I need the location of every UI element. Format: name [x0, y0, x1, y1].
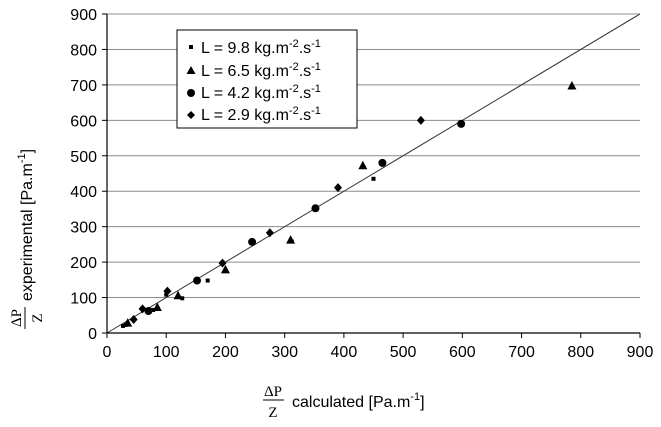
x-tick-label-7: 700 — [508, 344, 535, 361]
x-tick-label-4: 400 — [331, 344, 358, 361]
point-s1-4 — [164, 292, 169, 297]
x-label-close: ] — [420, 394, 424, 411]
legend-4-sup2: -1 — [311, 105, 321, 117]
legend-3-mid: .s — [299, 85, 311, 102]
point-s1-8 — [371, 176, 376, 181]
y-tick-label-0: 0 — [88, 326, 97, 343]
legend-4-sup1: -2 — [289, 105, 299, 117]
point-s4-7 — [416, 115, 425, 125]
point-s2-6 — [358, 160, 368, 170]
y-tick-label-2: 200 — [70, 255, 97, 272]
x-tick-label-3: 300 — [271, 344, 298, 361]
axes — [106, 14, 640, 334]
point-s2-4 — [220, 264, 230, 274]
legend-1-sup1: -2 — [289, 38, 299, 50]
y-axis-ticks: 0 100 200 300 400 500 600 700 800 900 — [70, 7, 107, 343]
legend-1-prefix: L = 9.8 kg.m — [201, 40, 289, 57]
y-label-fraction-numerator: ΔP — [9, 309, 25, 327]
x-tick-label-5: 500 — [390, 344, 417, 361]
x-tick-label-1: 100 — [153, 344, 180, 361]
y-tick-label-4: 400 — [70, 184, 97, 201]
point-s1-6 — [205, 278, 210, 283]
legend-2-prefix: L = 6.5 kg.m — [201, 63, 289, 80]
y-label-superscript: -1 — [16, 153, 28, 163]
legend-3-sup1: -2 — [289, 83, 299, 95]
x-tick-label-0: 0 — [103, 344, 112, 361]
x-tick-label-8: 800 — [567, 344, 594, 361]
legend: L = 9.8 kg.m-2.s-1 L = 6.5 kg.m-2.s-1 L … — [176, 29, 358, 129]
legend-marker-circle — [187, 89, 195, 97]
y-tick-label-8: 800 — [70, 42, 97, 59]
legend-4-prefix: L = 2.9 kg.m — [201, 107, 289, 124]
point-s2-3 — [173, 290, 183, 300]
x-tick-label-2: 200 — [212, 344, 239, 361]
y-label-close: ] — [19, 149, 36, 153]
legend-marker-square — [189, 45, 193, 49]
point-s2-1 — [123, 318, 133, 327]
point-s4-5 — [265, 228, 274, 238]
y-tick-label-3: 300 — [70, 220, 97, 237]
y-tick-label-1: 100 — [70, 291, 97, 308]
x-axis-label: ΔP Z calculated [Pa.m-1] — [263, 384, 425, 421]
legend-item-3: L = 4.2 kg.m-2.s-1 — [187, 83, 321, 102]
point-s3-5 — [378, 158, 387, 167]
y-label-main: experimental [Pa.m — [19, 163, 36, 301]
point-s3-6 — [457, 119, 466, 128]
legend-item-1: L = 9.8 kg.m-2.s-1 — [189, 38, 321, 57]
legend-1-mid: .s — [299, 40, 311, 57]
y-tick-label-7: 700 — [70, 78, 97, 95]
point-s4-4 — [218, 258, 227, 268]
legend-4-mid: .s — [299, 107, 311, 124]
legend-box — [176, 29, 358, 129]
x-label-superscript: -1 — [410, 391, 420, 403]
point-s2-2 — [152, 302, 162, 311]
point-s4-1 — [129, 315, 138, 325]
legend-3-prefix: L = 4.2 kg.m — [201, 85, 289, 102]
x-tick-label-6: 600 — [449, 344, 476, 361]
x-label-text: calculated [Pa.m-1] — [292, 391, 425, 411]
point-s1-3 — [151, 307, 156, 312]
legend-3-sup2: -1 — [311, 83, 321, 95]
point-s4-3 — [163, 286, 172, 296]
point-s1-1 — [120, 323, 125, 328]
x-label-fraction-numerator: ΔP — [264, 384, 282, 400]
y-tick-label-9: 900 — [70, 7, 97, 24]
legend-1-sup2: -1 — [311, 38, 321, 50]
y-tick-label-6: 600 — [70, 113, 97, 130]
point-s4-2 — [138, 304, 147, 314]
point-s1-5 — [180, 296, 185, 301]
legend-2-mid: .s — [299, 63, 311, 80]
x-tick-label-9: 900 — [627, 344, 654, 361]
legend-marker-diamond — [187, 111, 195, 119]
legend-2-sup2: -1 — [311, 61, 321, 73]
x-label-fraction-denominator: Z — [268, 405, 277, 421]
x-label-main: calculated [Pa.m — [292, 394, 410, 411]
legend-item-2: L = 6.5 kg.m-2.s-1 — [186, 61, 321, 80]
point-s2-7 — [567, 80, 577, 90]
point-s3-4 — [311, 204, 320, 213]
point-s3-3 — [248, 237, 257, 246]
point-s2-5 — [286, 235, 296, 244]
legend-label-2: L = 6.5 kg.m-2.s-1 — [201, 61, 321, 80]
legend-label-1: L = 9.8 kg.m-2.s-1 — [201, 38, 321, 57]
point-s4-6 — [333, 183, 342, 193]
legend-label-4: L = 2.9 kg.m-2.s-1 — [201, 105, 321, 124]
point-s3-1 — [144, 307, 153, 316]
y-axis-label: ΔP Z experimental [Pa.m-1] — [9, 149, 46, 329]
y-tick-label-5: 500 — [70, 149, 97, 166]
y-label-fraction-denominator: Z — [30, 313, 46, 322]
legend-marker-triangle — [186, 66, 196, 74]
y-label-text: experimental [Pa.m-1] — [16, 149, 36, 301]
legend-2-sup1: -2 — [289, 61, 299, 73]
point-s3-2 — [193, 276, 202, 285]
legend-item-4: L = 2.9 kg.m-2.s-1 — [187, 105, 321, 124]
legend-label-3: L = 4.2 kg.m-2.s-1 — [201, 83, 321, 102]
data-points — [120, 80, 577, 328]
x-axis-ticks: 0 100 200 300 400 500 600 700 800 900 — [103, 333, 654, 361]
